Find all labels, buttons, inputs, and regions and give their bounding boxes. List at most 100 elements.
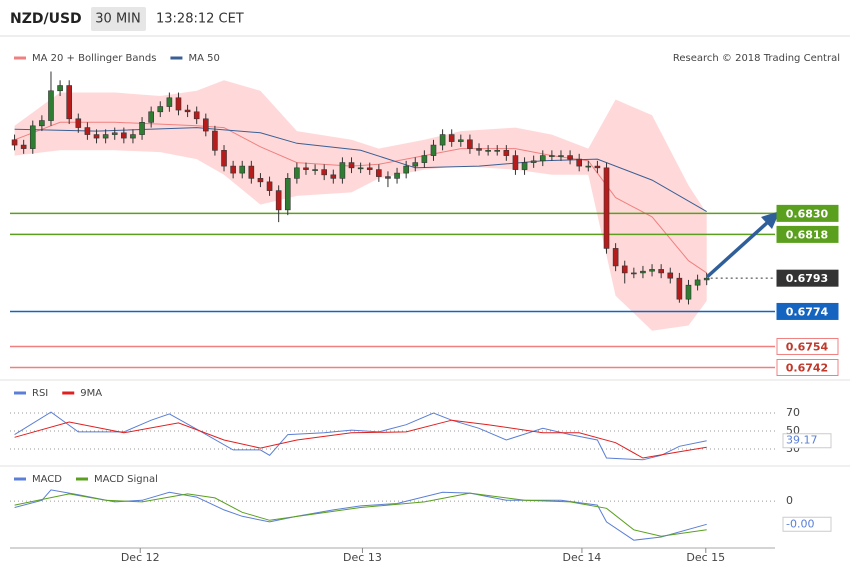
candle-body (266, 181, 273, 191)
candle-body (102, 134, 109, 139)
candle-body (594, 165, 601, 169)
candle-body (11, 139, 18, 146)
level-label: 0.6774 (786, 305, 829, 318)
candle-body (658, 269, 664, 274)
timeframe-box (91, 7, 146, 31)
candle-body (294, 167, 300, 179)
candle-body (357, 167, 364, 170)
level-label-box (776, 337, 839, 355)
candle-body (57, 85, 63, 92)
candle-body (230, 165, 236, 174)
level-label: 0.6754 (786, 340, 829, 353)
candle-body (530, 160, 537, 163)
candle-body (157, 106, 164, 113)
candle-body (275, 190, 282, 211)
candle-body (694, 279, 701, 286)
front-layer (11, 71, 710, 305)
candle-body (84, 127, 91, 135)
level-label: 0.6830 (786, 207, 829, 220)
candle-body (621, 265, 628, 274)
candle-body (521, 162, 528, 170)
arrow-head (761, 211, 780, 229)
candle-body (166, 97, 173, 107)
candle-body (148, 111, 154, 123)
x-tick-label: Dec 12 (121, 551, 160, 564)
candle-body (549, 155, 555, 157)
time: 13:28:12 CET (156, 12, 244, 27)
source: Research © 2018 Trading Central (673, 53, 840, 64)
candle-body (476, 148, 482, 151)
candle-body (703, 277, 710, 281)
value-label: 39.17 (786, 434, 818, 447)
candle-body (366, 167, 373, 170)
level-label-box (776, 269, 839, 287)
candle-body (421, 155, 428, 163)
candle-body (685, 284, 692, 300)
candle-body (93, 134, 100, 139)
candle-body (503, 150, 510, 156)
legend-label: MACD Signal (94, 474, 158, 485)
forecast-arrow (705, 211, 780, 279)
candle-body (385, 176, 391, 179)
candle-body (20, 144, 27, 149)
candle-body (667, 272, 674, 279)
candle-body (139, 122, 145, 135)
level-label-box (776, 204, 839, 222)
series-line (14, 121, 707, 274)
level-label-box (776, 358, 839, 376)
candle-body (29, 125, 36, 149)
candle-body (111, 132, 118, 135)
candle-body (193, 111, 200, 120)
candle-body (48, 90, 54, 121)
candle-body (248, 165, 255, 179)
timeframe: 30 MIN (95, 12, 140, 27)
candle-body (348, 162, 355, 169)
series-line (14, 419, 707, 459)
candle-body (430, 144, 437, 156)
arrow-shaft (705, 220, 770, 279)
candle-body (576, 158, 583, 167)
candle-body (239, 165, 246, 174)
candle-body (403, 165, 409, 174)
candle-body (212, 130, 218, 151)
candle-body (603, 167, 610, 249)
candle-body (184, 109, 191, 113)
legend-label: MA 50 (188, 53, 219, 64)
candle-body (649, 269, 655, 272)
candle-body (539, 155, 546, 162)
x-tick-label: Dec 14 (563, 551, 602, 564)
level-label: 0.6818 (786, 228, 828, 241)
candle-body (412, 162, 419, 167)
candle-body (221, 150, 227, 167)
candle-body (631, 272, 637, 275)
level-label-box (776, 302, 839, 320)
candle-body (448, 134, 455, 142)
candle-body (676, 277, 683, 300)
candle-body (75, 118, 82, 128)
level-label: 0.6793 (786, 272, 828, 285)
candle-body (130, 134, 136, 139)
candle-body (312, 169, 318, 171)
candle-body (321, 169, 328, 176)
candle-body (121, 132, 127, 139)
value-label-box (782, 433, 832, 449)
candle-body (394, 172, 400, 179)
x-tick-label: Dec 13 (343, 551, 382, 564)
candle-body (39, 120, 45, 127)
candle-body (284, 178, 291, 211)
pair: NZD/USD (10, 11, 82, 27)
candle-body (640, 270, 646, 274)
candle-body (558, 155, 564, 157)
candle-body (512, 155, 519, 170)
series-line (14, 492, 707, 537)
back-layer (10, 80, 775, 502)
candle-body (303, 167, 309, 170)
value-label: -0.00 (786, 517, 814, 530)
label-layer: 0.6830 0.6818 0.6793 0.6774 0.6754 0.6742 MA 2… (10, 53, 839, 564)
candle-body (330, 174, 337, 179)
candle-body (175, 97, 182, 111)
legend-label: RSI (32, 388, 48, 399)
level-label: 0.6742 (786, 361, 828, 374)
